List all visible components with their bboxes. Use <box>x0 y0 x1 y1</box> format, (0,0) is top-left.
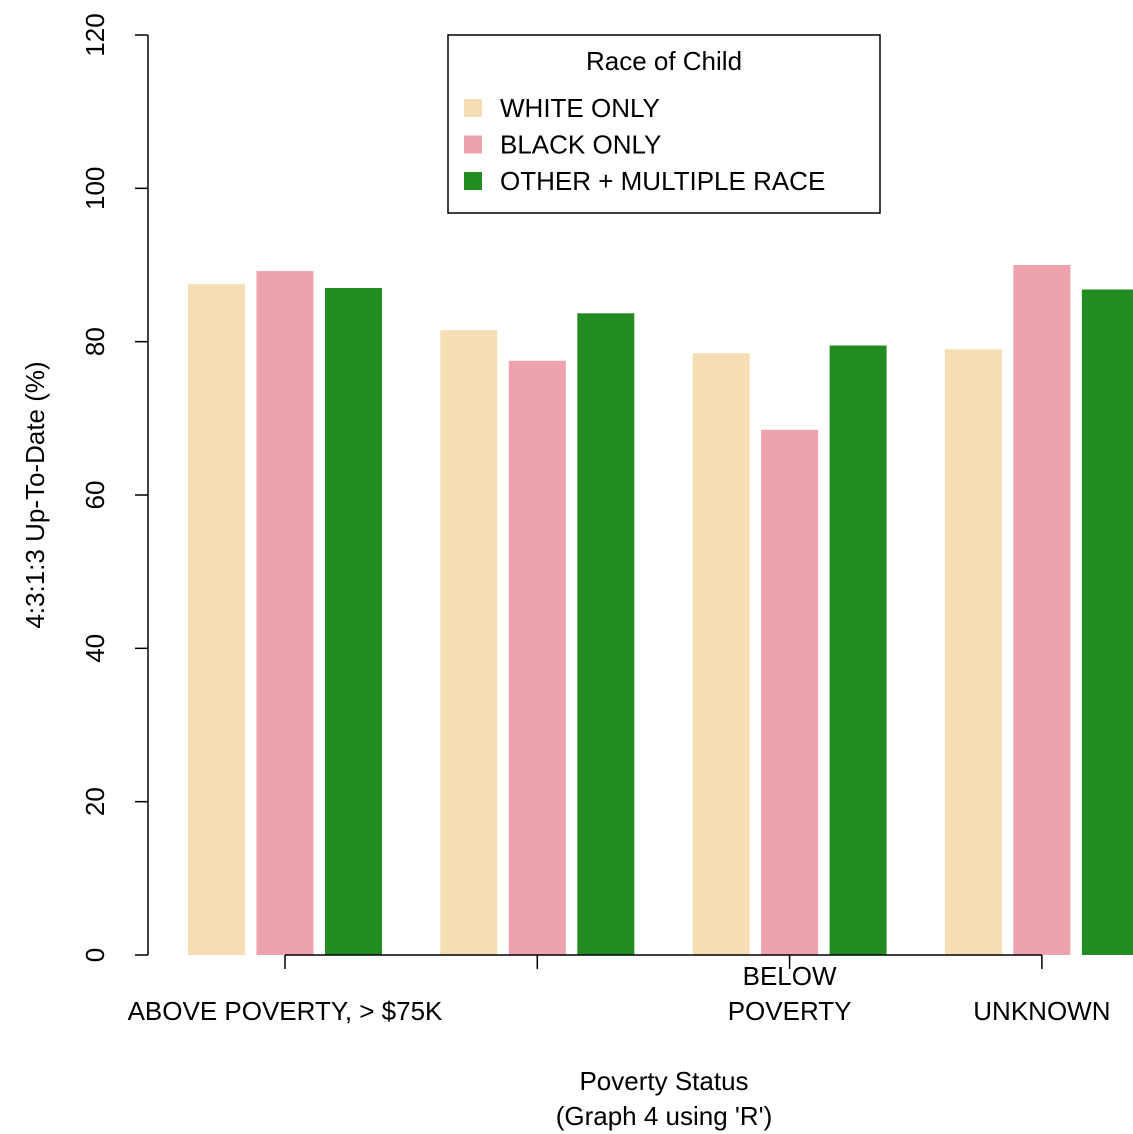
y-tick-label: 20 <box>80 787 110 816</box>
y-tick-label: 40 <box>80 634 110 663</box>
y-tick-label: 120 <box>80 13 110 56</box>
x-axis: ABOVE POVERTY, > $75K BELOW POVERTY UNKNOWN <box>128 954 1111 1026</box>
x-tick-label: BELOW <box>743 961 837 991</box>
x-axis-label: Poverty Status <box>579 1066 748 1096</box>
bar-other-multiple-race-3 <box>829 345 887 955</box>
legend-label: BLACK ONLY <box>500 130 661 160</box>
y-axis: 0 20 40 60 80 100 120 <box>80 13 149 962</box>
legend-label: WHITE ONLY <box>500 93 660 123</box>
y-tick-label: 100 <box>80 167 110 210</box>
y-tick-label: 60 <box>80 481 110 510</box>
y-axis-label: 4:3:1:3 Up-To-Date (%) <box>20 361 50 628</box>
legend-label: OTHER + MULTIPLE RACE <box>500 166 825 196</box>
bar-other-multiple-race-4 <box>1081 289 1133 955</box>
x-tick-label: POVERTY <box>728 996 852 1026</box>
legend-title: Race of Child <box>586 46 742 76</box>
y-tick-label: 80 <box>80 327 110 356</box>
bar-white-only-1 <box>188 284 245 955</box>
x-ticks: ABOVE POVERTY, > $75K BELOW POVERTY UNKNOWN <box>128 954 1111 1026</box>
bar-black-only-4 <box>1013 265 1071 955</box>
legend-swatch <box>464 135 482 154</box>
bar-black-only-3 <box>761 429 819 955</box>
bar-other-multiple-race-1 <box>325 288 382 955</box>
y-tick-label: 0 <box>80 948 110 962</box>
legend-swatch <box>464 99 482 117</box>
legend-swatch <box>464 172 482 190</box>
legend-items: WHITE ONLY BLACK ONLY OTHER + MULTIPLE RAC… <box>464 93 825 196</box>
bar-black-only-2 <box>508 360 566 955</box>
bars-group <box>188 265 1133 956</box>
legend-box <box>447 34 881 214</box>
x-tick-label: UNKNOWN <box>973 996 1110 1026</box>
bar-white-only-2 <box>440 330 498 955</box>
bar-white-only-3 <box>692 353 750 955</box>
chart-subtitle: (Graph 4 using 'R') <box>556 1101 773 1131</box>
bar-black-only-1 <box>256 271 314 956</box>
y-ticks: 0 20 40 60 80 100 120 <box>80 13 148 962</box>
x-tick-label: ABOVE POVERTY, > $75K <box>128 996 443 1026</box>
legend: Race of Child WHITE ONLY BLACK ONLY OTHER … <box>447 34 881 214</box>
bar-white-only-4 <box>944 349 1002 955</box>
bar-other-multiple-race-2 <box>577 313 635 955</box>
